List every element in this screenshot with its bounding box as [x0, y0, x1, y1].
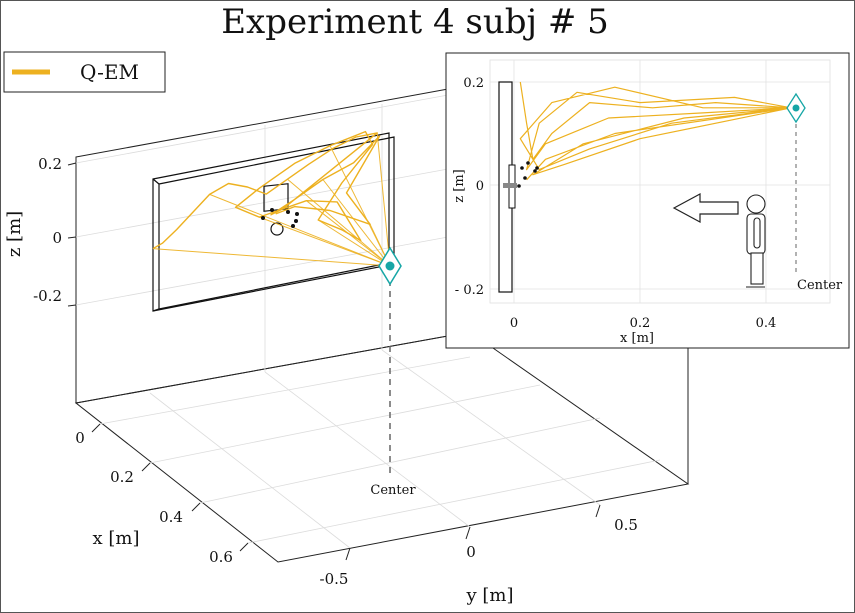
- inset-y-tick-0.2: 0.2: [463, 76, 484, 91]
- inset-x-tick-0: 0: [510, 316, 518, 331]
- inset-series-line-q-em: [519, 81, 792, 181]
- x-tick-0.6: 0.6: [209, 548, 233, 566]
- inset-center-label: Center: [797, 278, 843, 293]
- inset-x-axis-label: x [m]: [620, 331, 654, 346]
- inset-marker-dots: [517, 161, 539, 188]
- trajectory-ray-0: [152, 248, 391, 267]
- center-marker-icon: [378, 246, 402, 286]
- x-tick-0.4: 0.4: [159, 508, 183, 526]
- grid-lines: [75, 90, 661, 549]
- series-line-q-em: [152, 130, 381, 250]
- y-axis-ticks: [345, 504, 601, 561]
- x-tick-0.2: 0.2: [110, 468, 134, 486]
- trajectory-ray-2: [287, 178, 391, 267]
- target-icon: [263, 183, 289, 236]
- floor-plane: [74, 331, 690, 563]
- person-figure-icon: [746, 194, 766, 288]
- trajectory-ray-6: [317, 219, 391, 267]
- trajectory-inset: [519, 81, 792, 181]
- inset-center-marker-icon: [786, 92, 806, 124]
- inset-z-axis-label: z [m]: [452, 169, 467, 202]
- z-axis-label: z [m]: [4, 211, 25, 257]
- trajectory-3d: [152, 130, 391, 267]
- inset-y-tick-minus-0.2: - 0.2: [455, 283, 484, 298]
- inset-target-handle: [503, 183, 517, 188]
- trajectory-ray-4: [259, 216, 391, 267]
- legend-label: Q-EM: [80, 60, 139, 84]
- inset-x-tick-0.4: 0.4: [756, 316, 777, 331]
- x-tick-0: 0: [75, 429, 85, 447]
- x-axis-ticks: [91, 423, 249, 552]
- center-label: Center: [370, 483, 416, 498]
- trajectory-ray-1: [209, 193, 391, 267]
- marker-dots-3d: [261, 208, 299, 228]
- inset-y-tick-0: 0: [476, 179, 484, 194]
- z-tick-0: 0: [52, 229, 62, 247]
- direction-arrow-icon: [672, 192, 739, 224]
- y-tick-minus-0.5: -0.5: [320, 570, 349, 588]
- main-3d-axes: 0.2 0 -0.2 z [m] 0 0.2 0.4 0.6 x [m] -0.…: [4, 84, 690, 606]
- x-axis-label: x [m]: [93, 528, 140, 549]
- trajectory-ray-8: [322, 179, 391, 267]
- y-axis-label: y [m]: [465, 585, 513, 606]
- z-axis-ticks: [67, 162, 77, 307]
- trajectory-ray-7: [306, 200, 391, 267]
- legend: Q-EM: [3, 51, 166, 93]
- inset-grid: [490, 60, 830, 303]
- y-tick-0: 0: [466, 543, 476, 561]
- chart-title: Experiment 4 subj # 5: [221, 2, 609, 42]
- z-tick-0.2: 0.2: [38, 155, 62, 173]
- trajectory-ray-3: [376, 132, 391, 267]
- z-tick-minus-0.2: -0.2: [33, 287, 62, 305]
- inset-axes: 0.2 0 - 0.2 0 0.2 0.4 x [m] z [m] Center: [445, 52, 850, 349]
- inset-x-tick-0.2: 0.2: [630, 316, 651, 331]
- y-tick-0.5: 0.5: [614, 516, 638, 534]
